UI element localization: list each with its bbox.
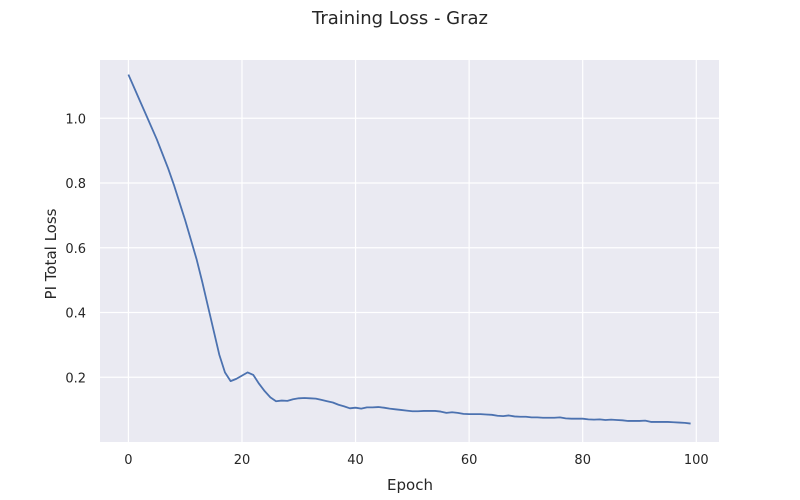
y-tick-label: 0.6	[65, 242, 86, 257]
plot-area	[100, 60, 719, 442]
chart-title: Training Loss - Graz	[311, 8, 488, 29]
tick-labels: 0 20 40 60 80 100 0.2 0.4 0.6 0.8 1.0	[65, 112, 708, 468]
series-layer	[127, 74, 691, 425]
y-tick-label: 1.0	[65, 112, 86, 127]
x-tick-label: 20	[234, 453, 251, 468]
x-tick-label: 0	[124, 453, 132, 468]
y-axis-label: PI Total Loss	[42, 208, 60, 299]
y-tick-label: 0.8	[65, 177, 86, 192]
y-tick-label: 0.4	[65, 307, 86, 322]
x-tick-label: 100	[684, 453, 709, 468]
loss-series-line	[127, 74, 691, 425]
x-tick-label: 80	[574, 453, 591, 468]
x-tick-label: 40	[347, 453, 364, 468]
grid-lines	[100, 60, 719, 442]
y-tick-label: 0.2	[65, 371, 86, 386]
x-tick-label: 60	[461, 453, 478, 468]
x-axis-label: Epoch	[387, 476, 433, 494]
